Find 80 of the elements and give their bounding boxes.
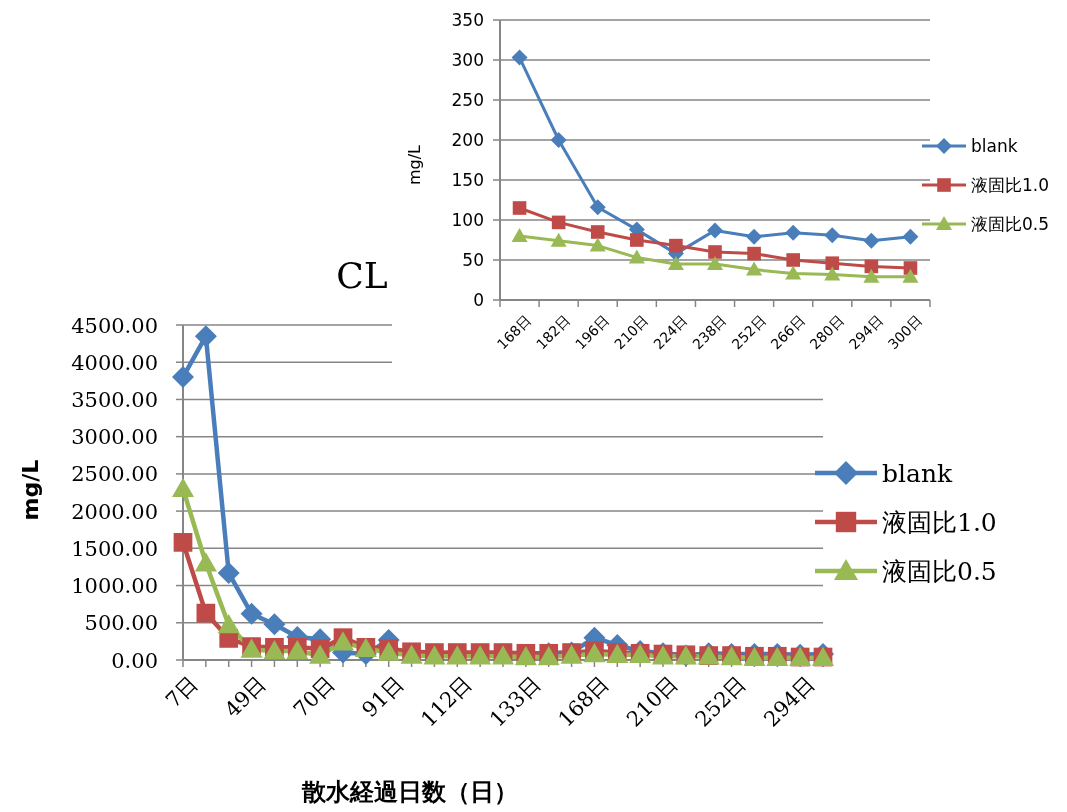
legend-label: 液固比0.5 — [882, 557, 997, 586]
y-tick-label: 3000.00 — [71, 425, 158, 450]
point — [630, 233, 644, 247]
point — [217, 614, 240, 634]
point — [217, 561, 240, 584]
y-tick-label: 4500.00 — [71, 313, 158, 338]
chart-title: CL — [336, 255, 388, 296]
point — [902, 268, 919, 283]
y-axis-title: mg/L — [18, 459, 43, 521]
point — [825, 256, 840, 270]
point — [511, 228, 528, 242]
point — [628, 249, 645, 264]
x-tick-label: 49日 — [220, 671, 271, 723]
y-tick-label: 100 — [451, 210, 484, 231]
x-tick-label: 7日 — [161, 671, 203, 713]
point — [196, 603, 216, 623]
point — [550, 132, 567, 148]
y-tick-label: 200 — [451, 130, 484, 151]
point — [824, 266, 841, 281]
point — [194, 552, 217, 572]
y-tick-label: 0.00 — [111, 648, 158, 673]
y-tick-label: 50 — [462, 250, 484, 271]
legend-label: 液固比0.5 — [971, 214, 1050, 235]
point — [863, 268, 880, 283]
point — [194, 325, 217, 348]
point — [707, 256, 723, 270]
x-tick-label: 252日 — [690, 671, 751, 732]
legend-label: 液固比1.0 — [971, 175, 1050, 196]
point — [785, 265, 802, 280]
point — [551, 215, 566, 230]
x-tick-label: 91日 — [357, 671, 408, 723]
point — [240, 602, 263, 625]
y-tick-label: 1000.00 — [71, 574, 158, 599]
point — [746, 228, 763, 245]
y-tick-label: 300 — [451, 50, 484, 71]
x-tick-label: 210日 — [622, 671, 683, 732]
point — [902, 228, 919, 245]
point — [747, 246, 761, 261]
y-tick-label: 250 — [451, 90, 484, 111]
x-tick-label: 210日 — [611, 312, 652, 353]
point — [173, 533, 193, 552]
point — [785, 224, 802, 241]
x-tick-label: 182日 — [533, 312, 574, 353]
point — [589, 199, 606, 216]
point — [669, 238, 683, 253]
point — [550, 232, 567, 247]
point — [172, 477, 194, 498]
x-tick-label: 300日 — [884, 312, 925, 353]
x-tick-label: 70日 — [288, 671, 340, 723]
legend-label: blank — [971, 136, 1018, 157]
y-axis-title: mg/L — [405, 144, 424, 186]
legend-label: blank — [882, 459, 953, 488]
x-tick-label: 112日 — [416, 671, 477, 732]
x-tick-label: 133日 — [484, 671, 546, 732]
point — [667, 256, 684, 270]
y-tick-label: 1500.00 — [71, 536, 158, 561]
point — [786, 253, 800, 267]
y-tick-label: 350 — [451, 10, 484, 31]
point — [512, 201, 527, 215]
point — [746, 261, 763, 276]
point — [708, 245, 722, 259]
y-tick-label: 2000.00 — [71, 499, 158, 524]
point — [263, 613, 286, 636]
point — [309, 644, 332, 664]
y-tick-label: 150 — [451, 170, 484, 191]
point — [172, 366, 194, 389]
point — [589, 237, 606, 252]
point — [863, 232, 880, 249]
legend-label: 液固比1.0 — [882, 508, 997, 537]
point — [590, 225, 605, 239]
point — [707, 222, 723, 239]
y-tick-label: 4000.00 — [71, 350, 158, 375]
x-axis-title: 散水経過日数（日） — [301, 778, 518, 806]
x-tick-label: 168日 — [553, 671, 614, 732]
y-tick-label: 0 — [473, 290, 484, 311]
y-tick-label: 2500.00 — [71, 462, 158, 487]
point — [824, 227, 841, 244]
y-tick-label: 3500.00 — [71, 388, 158, 412]
point — [511, 49, 528, 66]
y-tick-label: 500.00 — [84, 611, 158, 636]
